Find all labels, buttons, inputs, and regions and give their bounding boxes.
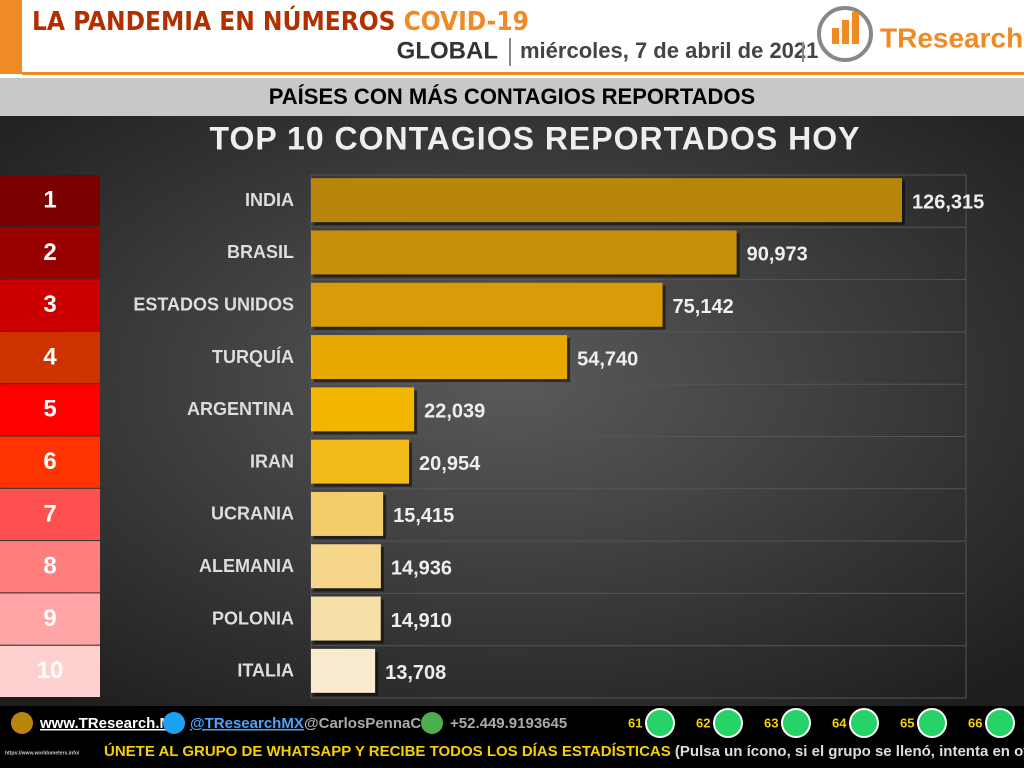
group-label: 63 — [764, 715, 778, 730]
value-label: 13,708 — [385, 662, 446, 684]
logo: TResearch — [817, 6, 1023, 62]
category-label: INDIA — [245, 190, 294, 210]
bar — [311, 648, 376, 693]
bar — [311, 335, 568, 380]
category-label: POLONIA — [212, 608, 294, 628]
category-label: ARGENTINA — [187, 399, 294, 419]
category-label: TURQUÍA — [212, 346, 294, 367]
header-date: miércoles, 7 de abril de 2021 — [520, 38, 818, 63]
rank-label: 9 — [43, 605, 56, 632]
value-label: 75,142 — [673, 296, 734, 318]
rank-box — [0, 331, 100, 384]
value-label: 14,936 — [391, 558, 452, 580]
logo-text: TResearch — [880, 22, 1023, 53]
phone-icon — [421, 712, 443, 734]
category-label: BRASIL — [227, 242, 294, 262]
footer-phone: +52.449.9193645 — [450, 715, 567, 732]
rank-box — [0, 541, 100, 593]
rank-label: 5 — [43, 396, 56, 423]
whatsapp-icon[interactable] — [713, 708, 743, 738]
rank-box — [0, 279, 100, 331]
category-label: UCRANIA — [211, 504, 294, 524]
bar — [311, 230, 737, 275]
group-label: 61 — [628, 715, 642, 730]
category-label: IRAN — [250, 451, 294, 471]
category-label: ESTADOS UNIDOS — [133, 295, 294, 315]
bar — [311, 596, 381, 641]
bar — [311, 439, 410, 484]
whatsapp-groups: 61 62 63 64 65 66 — [628, 708, 1015, 738]
rank-label: 10 — [37, 657, 64, 684]
bar — [311, 178, 902, 223]
rank-label: 7 — [43, 500, 56, 527]
chart-title: TOP 10 CONTAGIOS REPORTADOS HOY — [210, 120, 861, 156]
bar — [311, 387, 415, 432]
banner-bg — [0, 78, 1024, 116]
web-icon — [11, 712, 33, 734]
rank-box — [0, 384, 100, 436]
header-scope: GLOBAL — [397, 37, 498, 64]
whatsapp-icon[interactable] — [917, 708, 947, 738]
rank-box — [0, 227, 100, 279]
header-rule — [22, 72, 1024, 75]
group-label: 66 — [968, 715, 982, 730]
value-label: 90,973 — [747, 244, 808, 266]
banner: PAÍSES CON MÁS CONTAGIOS REPORTADOS — [269, 84, 755, 109]
group-label: 62 — [696, 715, 710, 730]
bar — [311, 282, 663, 327]
whatsapp-icon[interactable] — [985, 708, 1015, 738]
value-label: 54,740 — [577, 348, 638, 370]
rank-label: 2 — [43, 239, 56, 266]
value-label: 14,910 — [391, 610, 452, 632]
rank-label: 8 — [43, 553, 56, 580]
category-label: ITALIA — [237, 661, 294, 681]
rank-box — [0, 175, 100, 227]
value-label: 126,315 — [912, 191, 984, 213]
whatsapp-icon[interactable] — [645, 708, 675, 738]
rank-label: 3 — [43, 291, 56, 318]
rank-label: 1 — [43, 186, 56, 213]
footer-twitter[interactable]: @TResearchMX — [190, 715, 304, 732]
rank-box — [0, 645, 100, 697]
rank-box — [0, 593, 100, 645]
rank-box — [0, 436, 100, 488]
footer-twitter2: @CarlosPennaC — [304, 715, 421, 732]
value-label: 22,039 — [424, 401, 485, 423]
whatsapp-icon[interactable] — [849, 708, 879, 738]
header-accent — [0, 0, 22, 74]
bar — [311, 544, 381, 589]
bar — [311, 491, 384, 536]
whatsapp-icon[interactable] — [781, 708, 811, 738]
header-title: LA PANDEMIA EN NÚMEROS COVID-19 — [32, 5, 529, 37]
category-label: ALEMANIA — [199, 556, 294, 576]
rank-label: 4 — [43, 343, 57, 370]
group-label: 65 — [900, 715, 914, 730]
rank-label: 6 — [43, 448, 56, 475]
footer-site[interactable]: www.TResearch.Mx — [39, 715, 181, 732]
chart-marks: 1 2 3 4 5 6 7 8 9 10 INDIA 126,315 BRASIL 90,973 ESTAD… — [0, 175, 984, 697]
footer-cta: ÚNETE AL GRUPO DE WHATSAPP Y RECIBE TODO… — [104, 742, 1024, 760]
rank-box — [0, 488, 100, 541]
value-label: 15,415 — [393, 505, 454, 527]
twitter-icon — [163, 712, 185, 734]
value-label: 20,954 — [419, 453, 481, 475]
footer-source: https://www.worldometers.info/ — [5, 750, 80, 756]
group-label: 64 — [832, 715, 847, 730]
